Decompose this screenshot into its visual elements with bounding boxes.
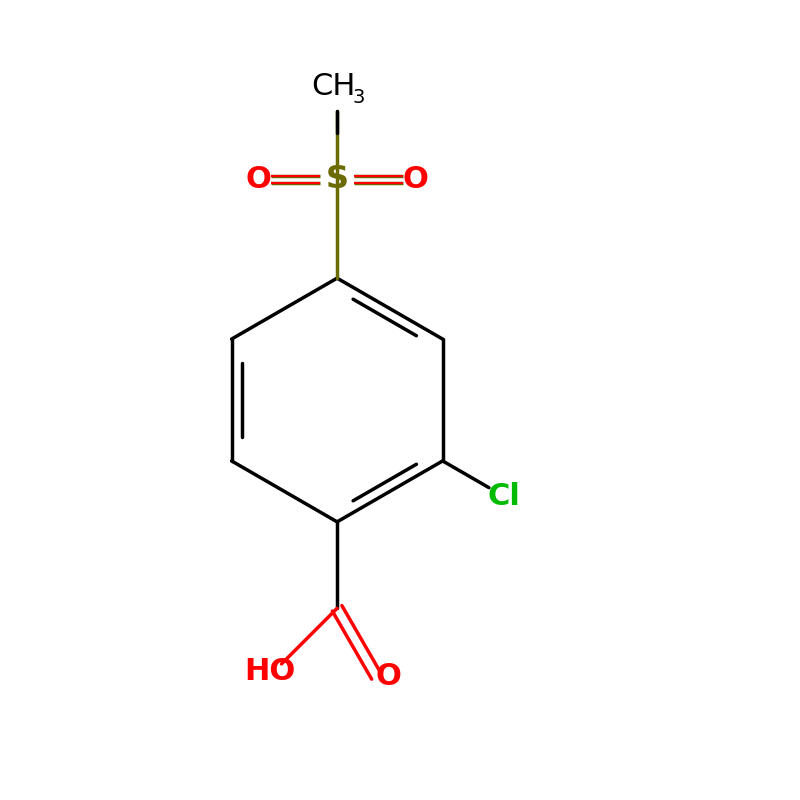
Text: 3: 3 (353, 88, 366, 106)
Text: S: S (326, 164, 349, 195)
Text: O: O (246, 166, 271, 194)
Text: HO: HO (244, 658, 295, 686)
Text: O: O (375, 662, 401, 691)
Text: O: O (402, 166, 429, 194)
Text: CH: CH (311, 72, 355, 102)
Text: Cl: Cl (487, 482, 520, 510)
